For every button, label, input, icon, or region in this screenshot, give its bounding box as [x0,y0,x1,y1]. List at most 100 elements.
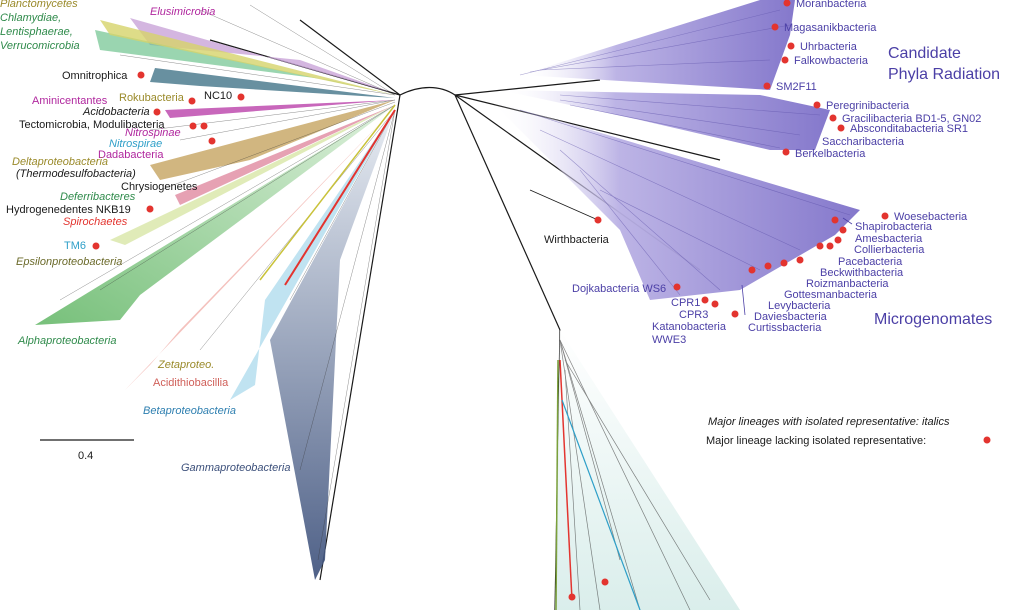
label-amesbacteria: Amesbacteria [855,233,923,245]
omnitrophica-clade [150,68,395,98]
marker-dadabacteria [208,137,216,145]
marker-amesbacteria [839,226,847,234]
legend-marker-note: Major lineage lacking isolated represent… [706,435,926,447]
left-clades [35,4,396,580]
label-planctomycetes: Planctomycetes [0,0,78,10]
label-betaproteobacteria: Betaproteobacteria [143,405,236,417]
label-acidobacteria: Acidobacteria [82,106,150,118]
label-nc10: NC10 [204,90,232,102]
label-deltaproteobacteria: Deltaproteobacteria [12,156,108,168]
label-gottesmanbacteria: Gottesmanbacteria [784,289,878,301]
marker-katanobacteria [731,310,739,318]
marker-beckwithbacteria [816,242,824,250]
marker-levybacteria [764,262,772,270]
label-cpr3: CPR3 [679,309,708,321]
label-woesebacteria: Woesebacteria [894,211,968,223]
microgenomates-clade [490,100,860,300]
marker-legend [983,436,991,444]
delta-clade [150,100,395,180]
cpr-title-line1: Candidate [888,45,961,62]
marker-aminicentantes [153,108,161,116]
label-shapirobacteria: Shapirobacteria [855,221,933,233]
label-berkelbacteria: Berkelbacteria [795,148,866,160]
marker-cpr1 [701,296,709,304]
label-pacebacteria: Pacebacteria [838,256,903,268]
marker-dojkabacteria [673,283,681,291]
label-katanobacteria: Katanobacteria [652,321,727,333]
gammaproteobacteria-clade [270,110,395,580]
label-zetaproteo: Zetaproteo. [157,359,214,371]
marker-roizmanbacteria [796,256,804,264]
label-acidithiobacillia: Acidithiobacillia [153,377,229,389]
scale-bar-label: 0.4 [78,450,93,462]
label-tm6: TM6 [64,240,86,252]
deferribacteres-clade [175,105,395,205]
marker-tectomicrobia-1 [189,122,197,130]
cpr-title-line2: Phyla Radiation [888,66,1000,83]
label-moranbacteria: Moranbacteria [796,0,867,10]
cpr-mid-clade [500,90,830,150]
marker-lower-1 [601,578,609,586]
label-levybacteria: Levybacteria [768,300,831,312]
label-rokubacteria: Rokubacteria [119,92,185,104]
label-lentisphaerae: Lentisphaerae, [0,26,73,38]
marker-lower-2 [568,593,576,601]
label-thermodesulfobacteria: (Thermodesulfobacteria) [16,168,136,180]
label-gammaproteobacteria: Gammaproteobacteria [181,462,290,474]
label-epsilonproteobacteria: Epsilonproteobacteria [16,256,122,268]
acidobacteria-clade [165,100,395,118]
label-magasanikbacteria: Magasanikbacteria [784,22,877,34]
marker-gracilibacteria [829,114,837,122]
tm6-clade [110,105,395,245]
elusimicrobia-clade [130,18,390,92]
marker-omnitrophica [137,71,145,79]
label-chlamydiae: Chlamydiae, [0,12,61,24]
unisolated-markers [92,0,991,601]
cpr-upper-clade [520,0,795,90]
label-dadabacteria: Dadabacteria [98,149,164,161]
marker-sm2f11 [763,82,771,90]
label-cpr1: CPR1 [671,297,700,309]
label-dojkabacteria: Dojkabacteria WS6 [572,283,666,295]
cpr-labels: Moranbacteria Magasanikbacteria Uhrbacte… [572,0,1000,346]
lower-clades [555,330,740,610]
label-peregrinibacteria: Peregrinibacteria [826,100,910,112]
planctomycetes-clade [100,20,395,95]
marker-collierbacteria [834,236,842,244]
label-saccharibacteria: Saccharibacteria [822,136,905,148]
marker-falkowbacteria [781,56,789,64]
label-roizmanbacteria: Roizmanbacteria [806,278,889,290]
label-tectomicrobia: Tectomicrobia, Modulibacteria [19,119,165,131]
marker-tm6 [92,242,100,250]
cpr-clades [490,0,860,300]
label-collierbacteria: Collierbacteria [854,244,925,256]
label-omnitrophica: Omnitrophica [62,70,128,82]
label-uhrbacteria: Uhrbacteria [800,41,858,53]
marker-pacebacteria [826,242,834,250]
marker-moranbacteria [783,0,791,7]
marker-peregrinibacteria [813,101,821,109]
label-wirthbacteria: Wirthbacteria [544,234,610,246]
marker-cpr3 [711,300,719,308]
wirthbacteria-branch [529,189,599,221]
marker-daviesbacteria [748,266,756,274]
label-gracilibacteria: Gracilibacteria BD1-5, GN02 [842,113,981,125]
legend-italics-note: Major lineages with isolated representat… [708,416,950,428]
label-hydrogenedentes: Hydrogenedentes NKB19 [6,204,131,216]
marker-uhrbacteria [787,42,795,50]
label-deferribacteres: Deferribacteres [60,191,136,203]
label-nitrospinae: Nitrospinae [125,127,181,139]
left-labels: Planctomycetes Chlamydiae, Lentisphaerae… [0,0,290,474]
lower-fan [555,330,740,610]
label-spirochaetes: Spirochaetes [63,216,128,228]
label-elusimicrobia: Elusimicrobia [150,6,215,18]
label-sm2f11: SM2F11 [776,81,817,93]
marker-shapirobacteria [831,216,839,224]
label-falkowbacteria: Falkowbacteria [794,55,869,67]
label-chrysiogenetes: Chrysiogenetes [121,181,198,193]
label-nitrospirae: Nitrospirae [109,138,162,150]
microgenomates-leaders [741,217,853,316]
marker-tectomicrobia-2 [200,122,208,130]
